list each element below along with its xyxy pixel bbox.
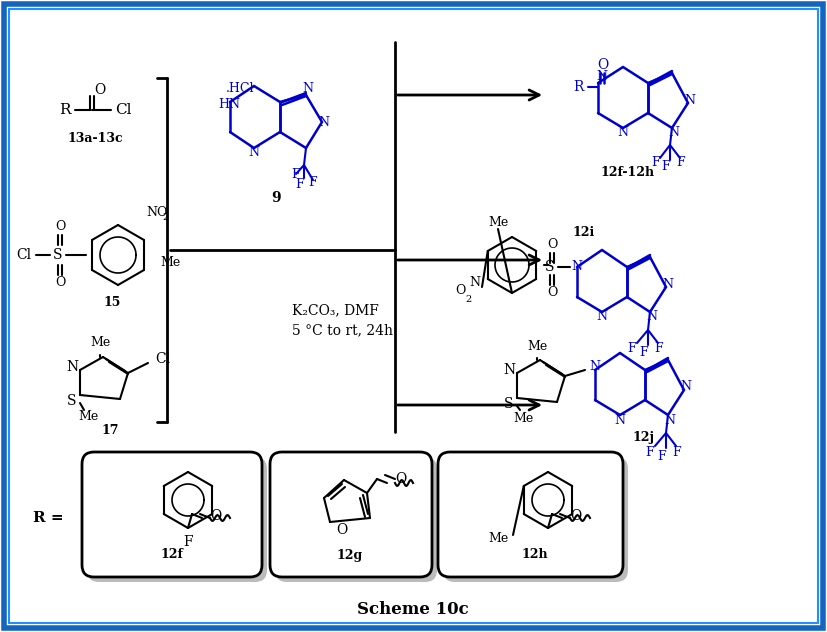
Text: S: S (67, 394, 77, 408)
Text: N: N (248, 145, 260, 159)
Text: N: N (590, 360, 600, 372)
Text: R =: R = (33, 511, 64, 525)
Text: Scheme 10c: Scheme 10c (357, 602, 469, 619)
Text: O: O (597, 58, 609, 72)
Text: F: F (657, 449, 667, 463)
Text: N: N (668, 126, 680, 140)
Text: NO: NO (146, 207, 167, 219)
Text: N: N (665, 413, 676, 427)
FancyBboxPatch shape (82, 452, 262, 577)
Text: N: N (685, 94, 696, 107)
Text: N: N (470, 277, 480, 289)
Text: N: N (66, 360, 78, 374)
Text: 12h: 12h (522, 549, 548, 561)
Text: R: R (573, 80, 583, 94)
Text: 12f: 12f (160, 549, 184, 561)
Text: 13a-13c: 13a-13c (67, 131, 123, 145)
Text: Cl: Cl (17, 248, 31, 262)
Text: Me: Me (78, 411, 98, 423)
FancyBboxPatch shape (270, 452, 432, 577)
Text: Me: Me (513, 411, 533, 425)
Text: R: R (60, 103, 71, 117)
Text: F: F (662, 161, 671, 174)
Text: 12f-12h: 12f-12h (601, 166, 655, 179)
Text: N: N (571, 260, 582, 274)
Text: F: F (652, 157, 660, 169)
Text: 5 °C to rt, 24h: 5 °C to rt, 24h (292, 323, 393, 337)
Text: F: F (184, 535, 193, 549)
Text: F: F (292, 169, 300, 181)
Text: F: F (296, 178, 304, 191)
Text: O: O (547, 286, 557, 300)
Text: N: N (681, 380, 691, 394)
Text: N: N (618, 126, 629, 140)
Text: O: O (571, 509, 581, 523)
Text: Me: Me (527, 339, 547, 353)
Text: S: S (504, 397, 514, 411)
Text: F: F (655, 343, 663, 355)
Text: O: O (210, 509, 222, 523)
Text: S: S (545, 260, 555, 274)
Text: N: N (647, 310, 657, 324)
Text: K₂CO₃, DMF: K₂CO₃, DMF (292, 303, 379, 317)
FancyBboxPatch shape (275, 457, 437, 582)
Text: 2: 2 (162, 212, 168, 221)
Text: 15: 15 (103, 296, 121, 310)
Text: N: N (318, 116, 329, 130)
Text: N: N (596, 310, 608, 324)
Text: O: O (547, 238, 557, 252)
Text: O: O (395, 472, 407, 486)
Text: F: F (646, 446, 654, 458)
Text: O: O (94, 83, 106, 97)
Text: 12g: 12g (337, 549, 363, 561)
Text: Cl: Cl (155, 352, 170, 366)
Text: Me: Me (488, 217, 509, 229)
Text: F: F (672, 446, 681, 458)
FancyBboxPatch shape (4, 4, 823, 628)
Text: N: N (303, 82, 313, 95)
Text: O: O (55, 277, 65, 289)
Text: HN: HN (218, 97, 240, 111)
Text: N: N (662, 277, 673, 291)
Text: N: N (503, 363, 515, 377)
FancyBboxPatch shape (87, 457, 267, 582)
Text: S: S (53, 248, 63, 262)
Text: N: N (596, 71, 608, 83)
Text: F: F (676, 157, 686, 169)
FancyBboxPatch shape (438, 452, 623, 577)
Text: O: O (455, 284, 465, 298)
Text: 2: 2 (465, 295, 471, 303)
Text: .HCl: .HCl (226, 82, 255, 95)
Text: O: O (337, 523, 347, 537)
Text: Me: Me (90, 336, 110, 349)
Text: F: F (308, 176, 318, 188)
Text: O: O (55, 221, 65, 233)
Text: 12j: 12j (632, 432, 654, 444)
Text: 9: 9 (271, 191, 281, 205)
Text: 17: 17 (101, 423, 119, 437)
Text: 12i: 12i (573, 226, 595, 240)
Text: F: F (640, 346, 648, 360)
Text: N: N (614, 413, 625, 427)
Text: F: F (628, 343, 636, 355)
FancyBboxPatch shape (443, 457, 628, 582)
Text: Me: Me (488, 532, 508, 545)
Text: Cl: Cl (115, 103, 131, 117)
Text: Me: Me (160, 257, 180, 269)
